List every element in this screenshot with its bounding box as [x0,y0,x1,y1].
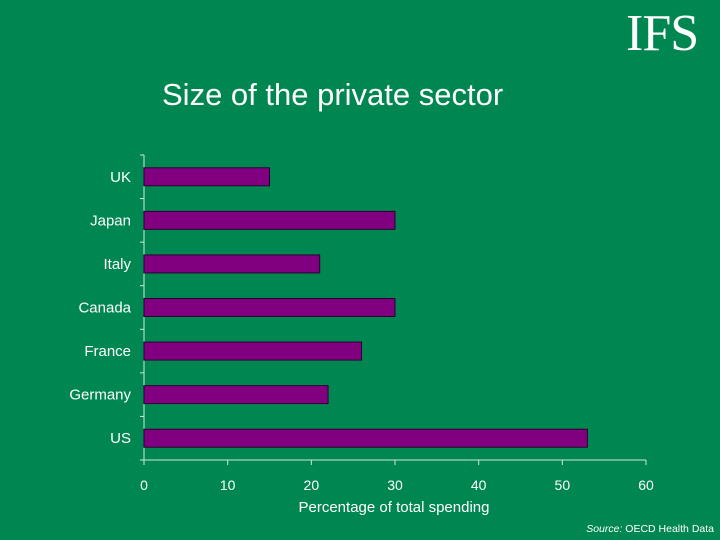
category-label: UK [110,169,131,186]
x-tick-label: 20 [304,477,320,493]
category-label: Italy [103,256,131,273]
bar-japan [143,210,396,230]
bar-germany [143,385,329,405]
x-tick-label: 10 [220,477,236,493]
bar-canada [143,298,396,317]
category-label: France [84,343,131,360]
category-label: Germany [69,387,131,404]
bar-italy [143,254,321,274]
x-tick-label: 0 [140,477,148,493]
category-label: Canada [78,300,131,317]
x-tick-label: 60 [638,477,654,493]
source-text: OECD Health Data [625,523,714,535]
category-label: US [110,430,131,447]
x-tick-label: 30 [387,477,403,493]
category-label: Japan [90,212,131,229]
x-axis-label: Percentage of total spending [299,499,490,516]
bar-uk [143,167,270,187]
ifs-logo: IFS [626,5,699,62]
source-label: Source: [586,523,623,535]
chart-title: Size of the private sector [162,77,504,112]
x-tick-label: 50 [555,477,571,493]
bar-france [143,341,363,361]
source-note: Source: OECD Health Data [586,523,714,535]
x-tick-label: 40 [471,477,487,493]
bar-us [143,428,588,448]
